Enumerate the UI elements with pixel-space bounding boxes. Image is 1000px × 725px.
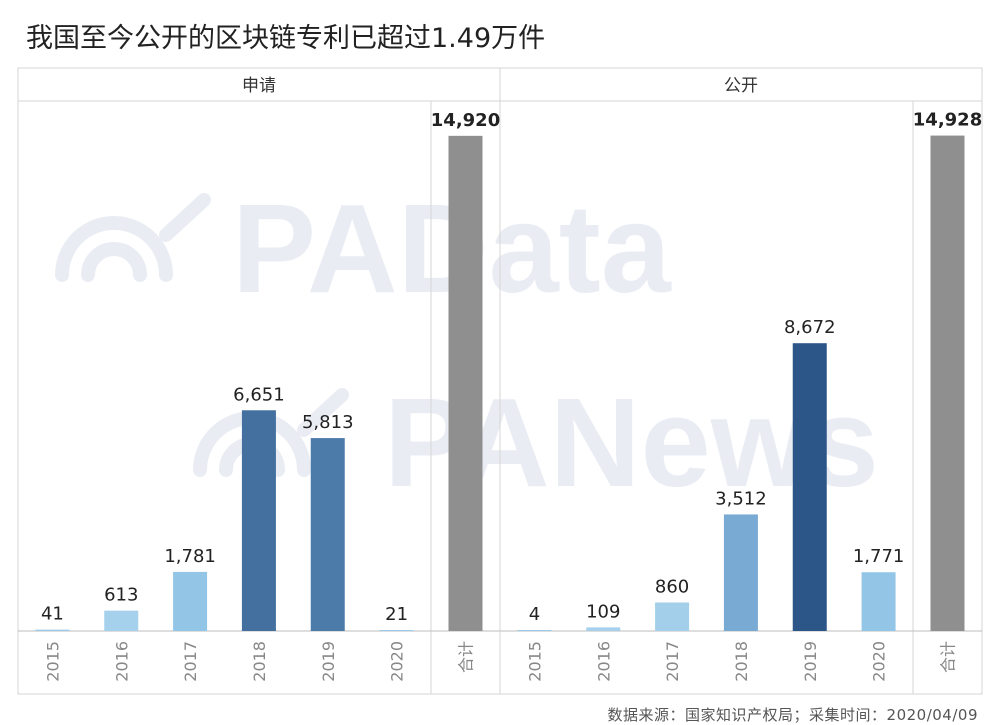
tick-label: 2017 [663,641,682,682]
panel-frame [499,67,983,695]
bar-2016 [586,627,621,631]
panel-2: 公开 4 2015 109 2016 860 2017 3,512 2018 8,672 2019 1… [517,76,982,682]
value-label: 41 [41,604,64,625]
bar-total [930,135,965,631]
value-label: 1,771 [853,546,905,567]
panel-1: 申请 41 2015 613 2016 1,781 2017 6,651 2018 5,813 20… [35,76,500,682]
bar-2016 [104,610,139,631]
tick-label: 2018 [250,641,269,682]
value-label: 860 [655,576,689,597]
watermark-logo-top [55,193,211,282]
panel-title: 公开 [724,76,758,96]
tick-label: 2016 [112,641,131,682]
tick-label: 2016 [594,641,613,682]
panel-title: 申请 [242,76,276,96]
bar-2019 [310,438,345,631]
value-label: 21 [385,604,408,625]
value-label: 14,928 [913,110,982,131]
value-label: 1,781 [164,546,216,567]
bar-2017 [173,571,208,631]
value-label: 4 [529,604,540,625]
tick-label: 2015 [525,641,544,682]
chart-panels: 申请 41 2015 613 2016 1,781 2017 6,651 2018 5,813 20… [35,76,982,682]
tick-label: 2019 [319,641,338,682]
tick-label: 2018 [732,641,751,682]
chart-title: 我国至今公开的区块链专利已超过1.49万件 [26,23,546,54]
bar-2015 [517,630,552,631]
source-note: 数据来源：国家知识产权局；采集时间：2020/04/09 [607,706,978,724]
bar-2017 [655,602,690,631]
value-label: 8,672 [784,317,836,338]
value-label: 3,512 [715,488,767,509]
bar-2019 [792,343,827,631]
tick-label: 2017 [181,641,200,682]
tick-label: 2020 [388,641,407,682]
value-label: 613 [104,585,138,606]
tick-label: 合计 [457,641,476,673]
value-label: 6,651 [233,384,285,405]
value-label: 14,920 [431,110,500,131]
bar-2020 [379,630,414,631]
bar-2015 [35,629,70,631]
bar-total [448,135,483,631]
bar-2018 [241,410,276,631]
tick-label: 2015 [43,641,62,682]
tick-label: 2019 [801,641,820,682]
bar-2018 [723,514,758,631]
tick-label: 合计 [939,641,958,673]
bar-2020 [861,572,896,631]
value-label: 5,813 [302,412,354,433]
value-label: 109 [586,601,620,622]
tick-label: 2020 [870,641,889,682]
